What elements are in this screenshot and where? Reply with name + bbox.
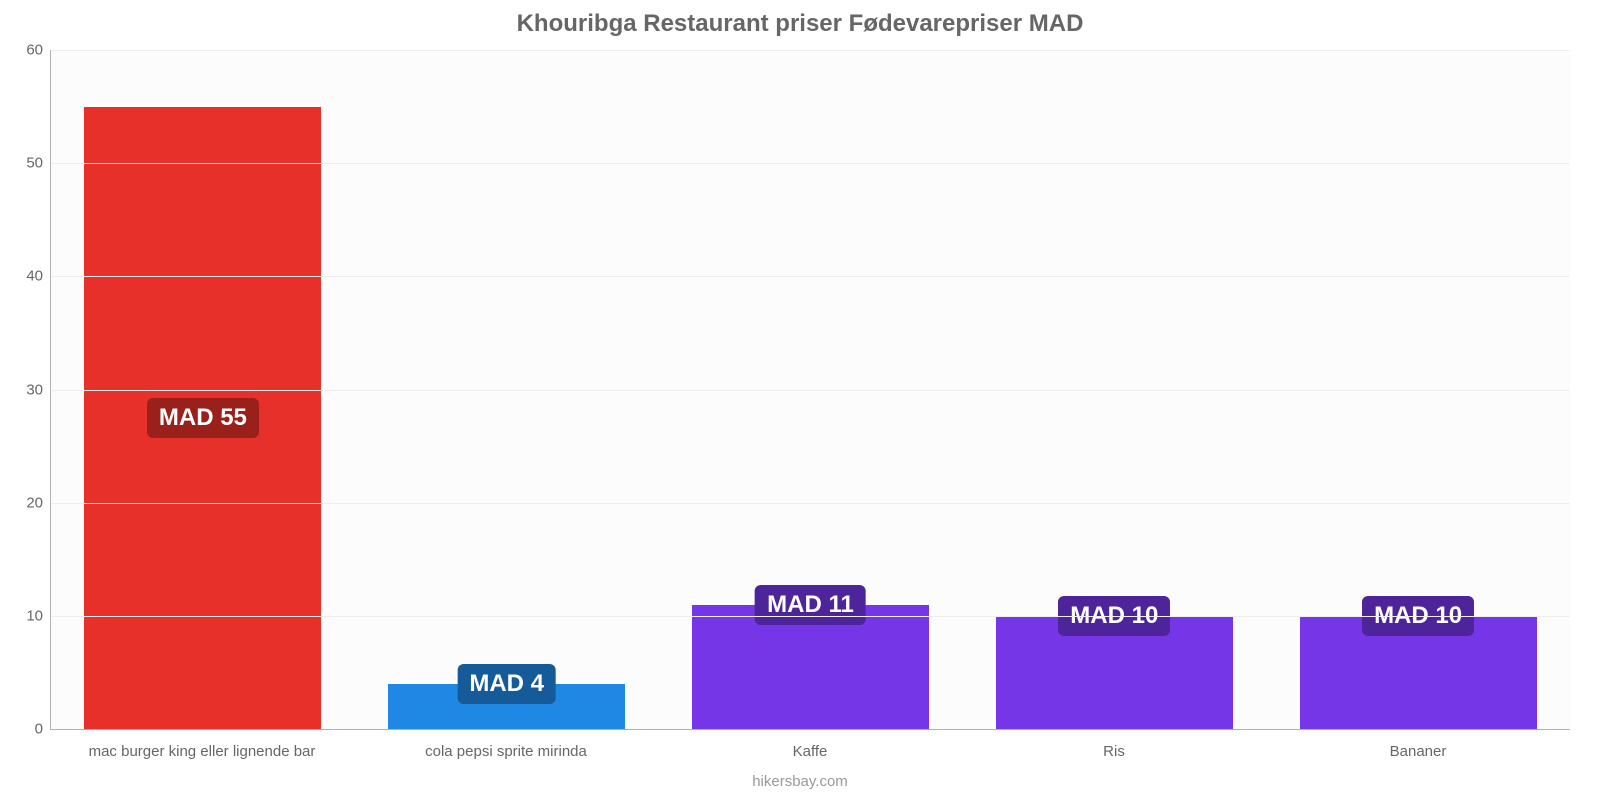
x-axis-label: Bananer <box>1266 743 1570 760</box>
bar-value-label: MAD 11 <box>755 585 866 625</box>
y-tick-label: 60 <box>26 42 43 59</box>
price-bar-chart: Khouribga Restaurant priser Fødevarepris… <box>0 0 1600 800</box>
gridline <box>51 276 1570 277</box>
bar: MAD 11 <box>692 605 929 729</box>
attribution-text: hikersbay.com <box>0 773 1600 790</box>
y-tick-label: 50 <box>26 155 43 172</box>
x-axis-label: mac burger king eller lignende bar <box>50 743 354 760</box>
bar-value-label: MAD 55 <box>147 398 259 438</box>
bar: MAD 10 <box>996 616 1233 729</box>
gridline <box>51 50 1570 51</box>
x-axis-label: cola pepsi sprite mirinda <box>354 743 658 760</box>
bar-value-label: MAD 4 <box>457 664 556 704</box>
gridline <box>51 163 1570 164</box>
y-tick-label: 10 <box>26 607 43 624</box>
x-axis-label: Ris <box>962 743 1266 760</box>
gridline <box>51 503 1570 504</box>
plot-area: MAD 55MAD 4MAD 11MAD 10MAD 10 0102030405… <box>50 50 1570 730</box>
y-tick-label: 20 <box>26 494 43 511</box>
y-tick-label: 0 <box>35 721 43 738</box>
bar: MAD 55 <box>84 107 321 729</box>
y-tick-label: 30 <box>26 381 43 398</box>
y-tick-label: 40 <box>26 268 43 285</box>
x-axis-label: Kaffe <box>658 743 962 760</box>
x-axis-labels: mac burger king eller lignende barcola p… <box>50 743 1570 760</box>
bar: MAD 4 <box>388 684 625 729</box>
chart-title: Khouribga Restaurant priser Fødevarepris… <box>0 10 1600 38</box>
bar: MAD 10 <box>1300 616 1537 729</box>
gridline <box>51 616 1570 617</box>
gridline <box>51 390 1570 391</box>
